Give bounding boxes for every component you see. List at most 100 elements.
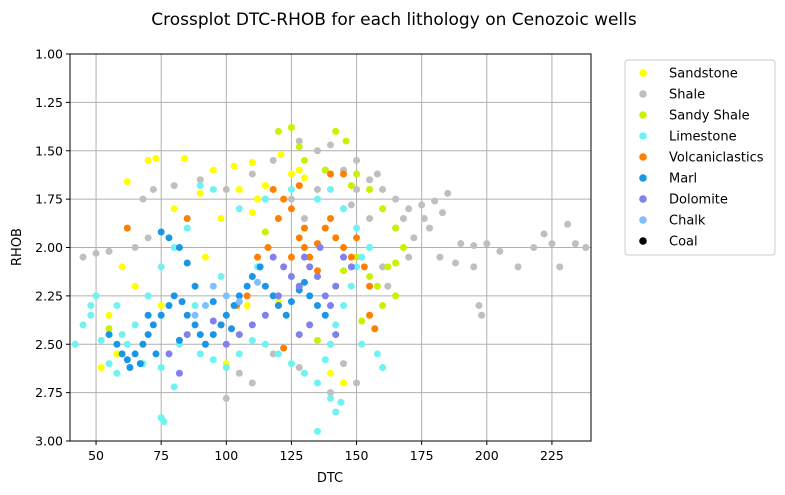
scatter-point	[300, 244, 308, 251]
series-dolomite	[165, 244, 355, 377]
legend-marker	[639, 69, 647, 77]
scatter-point	[123, 356, 131, 364]
scatter-point	[332, 282, 340, 290]
scatter-point	[113, 340, 121, 348]
legend-label: Chalk	[669, 214, 706, 229]
scatter-point	[452, 259, 460, 267]
scatter-point	[410, 234, 418, 242]
scatter-point	[235, 205, 243, 213]
scatter-point	[405, 205, 413, 213]
scatter-point	[327, 340, 334, 348]
scatter-point	[332, 127, 340, 135]
scatter-point	[306, 263, 314, 271]
scatter-point	[313, 185, 321, 193]
scatter-point	[287, 124, 295, 132]
scatter-point	[470, 263, 478, 271]
scatter-point	[87, 302, 95, 310]
grid	[70, 53, 591, 442]
scatter-point	[217, 214, 225, 222]
scatter-point	[548, 240, 556, 248]
legend-marker	[639, 216, 647, 224]
scatter-point	[340, 302, 348, 310]
scatter-point	[342, 137, 350, 145]
scatter-point	[209, 166, 217, 174]
scatter-point	[175, 369, 183, 377]
scatter-point	[379, 185, 387, 193]
scatter-point	[209, 298, 217, 306]
scatter-point	[248, 379, 256, 387]
scatter-point	[327, 302, 334, 310]
chart-title: Crossplot DTC-RHOB for each lithology on…	[151, 10, 637, 30]
scatter-point	[269, 185, 277, 193]
scatter-point	[300, 174, 308, 182]
scatter-point	[373, 350, 381, 358]
x-tick-label: 225	[540, 448, 564, 463]
scatter-point	[183, 224, 191, 232]
scatter-point	[248, 158, 256, 166]
scatter-point	[373, 170, 381, 178]
series-volcaniclastics	[123, 170, 379, 352]
scatter-point	[384, 263, 392, 271]
scatter-point	[384, 282, 392, 290]
scatter-point	[274, 214, 282, 222]
scatter-point	[295, 282, 303, 290]
scatter-point	[170, 205, 178, 213]
scatter-point	[582, 244, 590, 251]
scatter-point	[353, 224, 361, 232]
series-sandy-shale	[105, 124, 407, 348]
scatter-point	[79, 321, 87, 329]
scatter-point	[287, 298, 295, 306]
scatter-point	[321, 356, 329, 364]
scatter-point	[144, 234, 152, 242]
scatter-point	[280, 344, 288, 352]
scatter-point	[196, 182, 204, 190]
scatter-point	[131, 282, 139, 290]
scatter-point	[353, 234, 361, 242]
legend-label: Limestone	[669, 130, 737, 145]
scatter-point	[287, 185, 295, 193]
legend-label: Sandy Shale	[669, 109, 750, 124]
scatter-point	[379, 363, 387, 371]
series-sandstone	[97, 151, 348, 387]
scatter-point	[295, 182, 303, 190]
scatter-point	[175, 336, 183, 344]
scatter-point	[181, 154, 189, 162]
series-marl	[105, 228, 329, 371]
scatter-point	[358, 253, 366, 261]
legend-marker	[639, 90, 647, 98]
scatter-point	[277, 151, 285, 159]
scatter-point	[295, 166, 303, 174]
scatter-point	[248, 336, 256, 344]
series-shale	[79, 137, 590, 402]
scatter-point	[105, 360, 113, 368]
scatter-point	[201, 302, 209, 310]
scatter-point	[366, 176, 374, 184]
scatter-point	[183, 331, 191, 339]
scatter-point	[439, 209, 447, 217]
scatter-point	[392, 195, 400, 203]
scatter-point	[274, 350, 282, 358]
scatter-point	[321, 311, 329, 319]
scatter-point	[340, 244, 348, 251]
scatter-point	[209, 317, 217, 325]
scatter-point	[201, 253, 209, 261]
scatter-point	[123, 178, 131, 186]
scatter-point	[337, 398, 345, 406]
scatter-point	[149, 321, 157, 329]
scatter-point	[196, 189, 204, 197]
scatter-point	[254, 278, 262, 286]
scatter-point	[327, 389, 334, 397]
scatter-point	[280, 195, 288, 203]
scatter-point	[113, 369, 121, 377]
scatter-point	[313, 336, 321, 344]
scatter-point	[366, 244, 374, 251]
scatter-point	[243, 282, 251, 290]
scatter-point	[230, 302, 238, 310]
scatter-point	[126, 363, 134, 371]
scatter-point	[152, 350, 160, 358]
scatter-point	[353, 156, 361, 164]
scatter-point	[196, 350, 204, 358]
scatter-point	[170, 292, 178, 300]
scatter-point	[313, 147, 321, 155]
scatter-point	[340, 253, 348, 261]
